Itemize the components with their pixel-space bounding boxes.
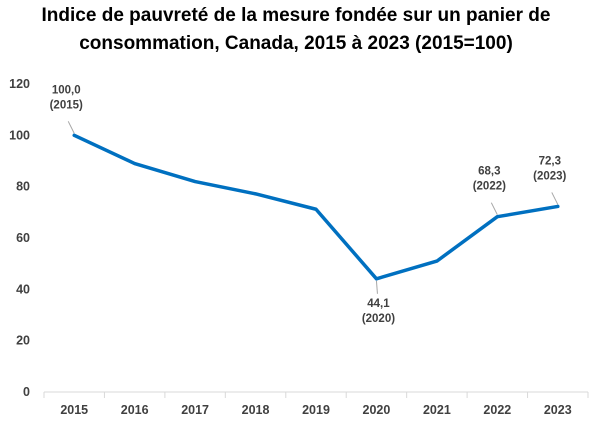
- x-tick-label: 2015: [60, 403, 88, 417]
- x-tick-label: 2021: [423, 403, 451, 417]
- data-label-value: 100,0: [52, 84, 81, 96]
- data-label-year: (2015): [50, 99, 83, 111]
- x-tick-label: 2020: [363, 403, 391, 417]
- x-tick-label: 2019: [302, 403, 330, 417]
- data-point: [435, 259, 439, 263]
- leader-line: [490, 202, 498, 215]
- series-line: [72, 133, 560, 281]
- chart-title-line-2: consommation, Canada, 2015 à 2023 (2015=…: [79, 33, 513, 54]
- chart-title-line-1: Indice de pauvreté de la mesure fondée s…: [41, 5, 551, 26]
- data-label-value: 72,3: [539, 155, 561, 167]
- y-tick-label: 40: [16, 282, 30, 296]
- chart-title: Indice de pauvreté de la mesure fondée s…: [0, 2, 592, 58]
- y-tick-label: 80: [16, 180, 30, 194]
- data-point: [193, 180, 197, 184]
- x-tick-label: 2017: [181, 403, 209, 417]
- data-point: [133, 162, 137, 166]
- x-tick-label: 2023: [544, 403, 572, 417]
- data-point: [556, 204, 560, 208]
- data-label-value: 44,1: [367, 298, 390, 310]
- y-tick-label: 0: [23, 385, 30, 399]
- y-tick-label: 100: [9, 128, 30, 142]
- x-tick-label: 2022: [483, 403, 511, 417]
- x-tick-label: 2016: [121, 403, 149, 417]
- y-tick-label: 120: [9, 77, 30, 91]
- leader-line: [67, 121, 75, 134]
- y-tick-label: 60: [16, 231, 30, 245]
- data-label-year: (2020): [362, 313, 395, 325]
- data-point: [495, 215, 499, 219]
- data-point: [374, 277, 378, 281]
- data-label-year: (2022): [473, 181, 506, 193]
- data-point: [314, 207, 318, 211]
- y-tick-label: 20: [16, 334, 30, 348]
- data-label-value: 68,3: [478, 166, 500, 178]
- x-tick-label: 2018: [242, 403, 270, 417]
- data-label-year: (2023): [533, 170, 566, 182]
- leader-line: [375, 280, 378, 294]
- data-point: [72, 133, 76, 137]
- data-point: [254, 192, 258, 196]
- leader-line: [551, 192, 559, 205]
